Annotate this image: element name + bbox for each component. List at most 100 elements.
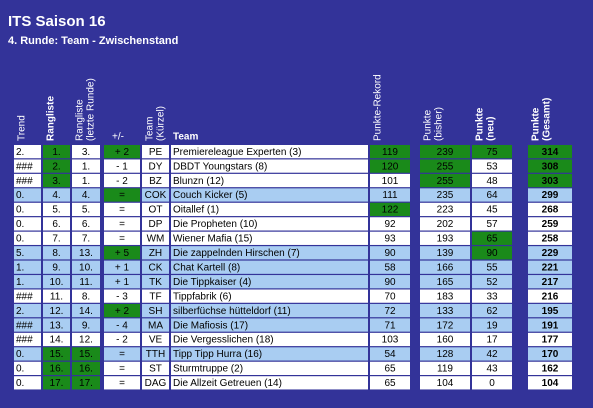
cell	[43, 145, 70, 159]
cell-text: =	[119, 349, 125, 360]
cell	[472, 231, 512, 245]
cell-text: 54	[384, 349, 396, 360]
cell	[104, 260, 140, 274]
cell-text: ###	[16, 320, 33, 331]
cell	[472, 260, 512, 274]
cell	[14, 332, 41, 347]
cell-text: OT	[149, 205, 163, 216]
cell	[370, 188, 410, 202]
cell	[104, 332, 140, 347]
column-header: (neu)	[486, 117, 497, 141]
cell	[104, 145, 140, 159]
cell	[171, 289, 368, 303]
column-header: (letzte Runde)	[86, 78, 97, 141]
cell	[420, 376, 470, 390]
column-header: +/-	[112, 132, 124, 143]
cell	[171, 275, 368, 289]
cell-text: 314	[542, 147, 559, 158]
cell	[104, 217, 140, 231]
cell-text: Die Allzeit Getreuen (14)	[173, 378, 282, 389]
column-header: Rangliste	[46, 96, 57, 141]
cell-text: 3.	[82, 147, 90, 158]
cell-text: 65	[384, 364, 396, 375]
cell-text: 2.	[16, 306, 24, 317]
cell	[43, 188, 70, 202]
cell	[142, 303, 169, 318]
cell	[14, 275, 41, 289]
cell	[420, 361, 470, 375]
cell	[142, 231, 169, 245]
cell-text: Die Mafiosis (17)	[173, 320, 248, 331]
cell-text: Sturmtruppe (2)	[173, 364, 243, 375]
cell	[420, 318, 470, 332]
title: ITS Saison 16	[8, 13, 106, 30]
cell	[472, 173, 512, 188]
cell-text: 9.	[52, 262, 60, 273]
cell	[370, 347, 410, 361]
cell-text: 119	[437, 364, 453, 375]
cell-text: 223	[437, 205, 454, 216]
cell-text: 235	[437, 190, 454, 201]
cell-text: 308	[542, 161, 559, 172]
cell	[104, 173, 140, 188]
cell	[528, 159, 572, 173]
cell-text: 45	[486, 205, 498, 216]
cell-text: SH	[149, 306, 163, 317]
cell-text: 93	[384, 234, 396, 245]
cell	[43, 217, 70, 231]
cell-text: 17.	[79, 378, 93, 389]
cell	[14, 231, 41, 245]
cell-text: TF	[149, 291, 161, 302]
cell-text: Tippfabrik (6)	[173, 291, 232, 302]
cell	[370, 289, 410, 303]
cell	[72, 275, 100, 289]
cell-text: 172	[437, 320, 454, 331]
cell	[472, 188, 512, 202]
cell	[528, 246, 572, 260]
cell	[142, 159, 169, 173]
cell-text: 16.	[50, 364, 64, 375]
cell-text: 90	[384, 277, 396, 288]
cell	[370, 145, 410, 159]
cell-text: 1.	[16, 277, 24, 288]
cell-text: 4.	[82, 190, 90, 201]
cell-text: 0.	[16, 378, 24, 389]
cell-text: 1.	[16, 262, 24, 273]
cell-text: 72	[384, 306, 396, 317]
cell	[171, 376, 368, 390]
cell	[14, 289, 41, 303]
cell	[72, 318, 100, 332]
cell-text: 48	[486, 176, 498, 187]
cell-text: MA	[148, 320, 163, 331]
cell-text: 6.	[52, 219, 60, 230]
cell	[171, 347, 368, 361]
cell	[43, 303, 70, 318]
cell	[528, 303, 572, 318]
cell-text: 9.	[82, 320, 90, 331]
cell-text: 65	[384, 378, 396, 389]
cell-text: 10.	[79, 262, 93, 273]
cell-text: 1.	[52, 147, 60, 158]
cell-text: 119	[382, 147, 398, 158]
cell-text: 3.	[52, 176, 60, 187]
cell-text: 193	[437, 234, 454, 245]
cell	[420, 145, 470, 159]
cell-text: 5.	[82, 205, 90, 216]
cell	[171, 217, 368, 231]
column-header: Punkte	[531, 107, 542, 141]
cell	[104, 289, 140, 303]
cell	[420, 303, 470, 318]
cell-text: 195	[542, 306, 559, 317]
cell-text: 17	[486, 335, 498, 346]
cell-text: 191	[542, 320, 559, 331]
cell-text: 0	[489, 378, 495, 389]
cell-text: 13.	[79, 248, 93, 259]
cell	[104, 303, 140, 318]
cell-text: COK	[145, 190, 167, 201]
cell	[370, 217, 410, 231]
cell	[72, 217, 100, 231]
cell	[72, 361, 100, 375]
cell-text: VE	[149, 335, 163, 346]
cell-text: 5.	[16, 248, 24, 259]
cell-text: + 1	[115, 277, 130, 288]
